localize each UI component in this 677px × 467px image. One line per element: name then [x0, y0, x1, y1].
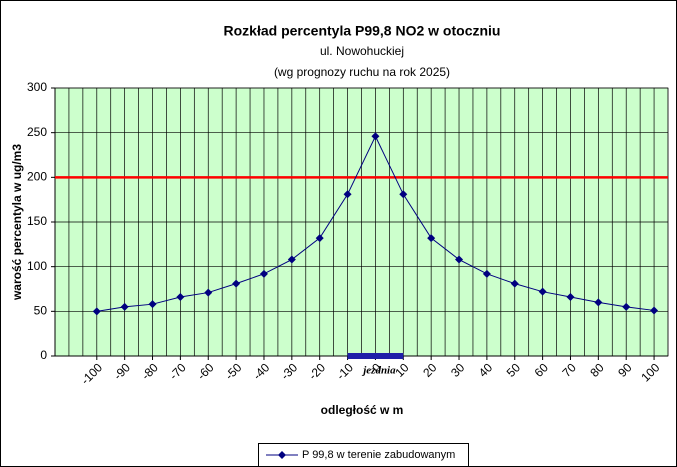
x-axis-label: odległość w m [321, 403, 404, 417]
data-point [148, 300, 157, 309]
data-point [315, 234, 324, 243]
legend-marker [278, 451, 286, 459]
y-tick-label: 50 [34, 304, 48, 318]
y-axis-label: warość percentyla w ug/m3 [10, 144, 24, 301]
chart-subtitle: (wg prognozy ruchu na rok 2025) [274, 65, 450, 79]
data-point [427, 234, 436, 243]
data-point [92, 307, 101, 316]
y-tick-label: 100 [27, 259, 47, 273]
data-point [343, 190, 352, 199]
chart-title: Rozkład percentyla P99,8 NO2 w otoczniu [224, 23, 501, 39]
legend-label: P 99,8 w terenie zabudowanym [302, 449, 455, 461]
y-tick-label: 0 [40, 348, 47, 362]
data-point [120, 302, 129, 311]
data-point [204, 288, 213, 297]
data-point [594, 298, 603, 307]
data-point [287, 255, 296, 264]
data-point [622, 302, 631, 311]
chart-subtitle: ul. Nowohuckiej [320, 44, 404, 58]
data-point [455, 255, 464, 264]
data-point [259, 269, 268, 278]
data-point [538, 287, 547, 296]
y-tick-label: 200 [27, 170, 47, 184]
data-point [650, 306, 659, 315]
y-tick-label: 300 [27, 80, 47, 94]
data-point [482, 269, 491, 278]
annotation-bar [347, 353, 404, 359]
data-point [399, 190, 408, 199]
data-point [510, 279, 519, 288]
data-point [232, 279, 241, 288]
data-point [566, 293, 575, 302]
data-point [176, 293, 185, 302]
data-point [371, 132, 380, 141]
y-tick-label: 250 [27, 125, 47, 139]
annotation-label: jezdnia [361, 365, 396, 377]
y-tick-label: 150 [27, 214, 47, 228]
legend: P 99,8 w terenie zabudowanym [258, 443, 469, 467]
